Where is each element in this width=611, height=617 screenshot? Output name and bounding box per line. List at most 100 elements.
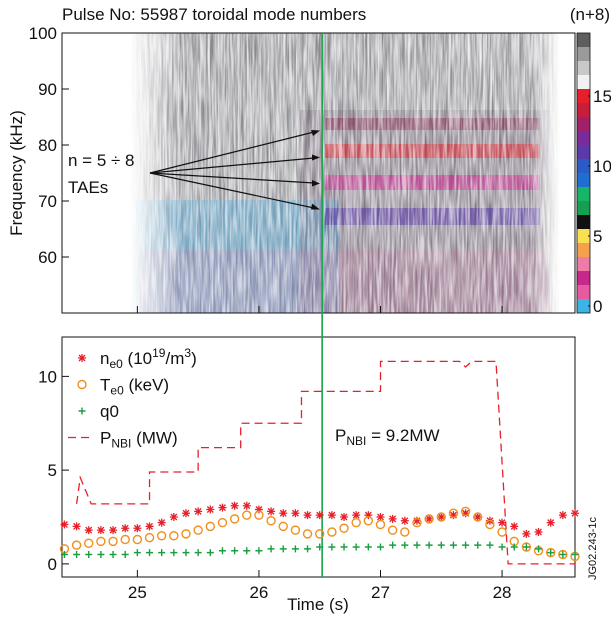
- y-tick-label: 10: [38, 367, 57, 386]
- colorbar-swatch: [577, 75, 590, 89]
- colorbar-swatch: [577, 243, 590, 257]
- data-point: [206, 505, 215, 514]
- colorbar-frame: [576, 32, 591, 314]
- data-point: [473, 512, 483, 522]
- data-point: [364, 543, 372, 551]
- colorbar-swatch: [577, 47, 590, 61]
- top-frame: [61, 32, 576, 314]
- y-tick-label: 90: [38, 80, 57, 99]
- x-tick-label: 25: [128, 583, 147, 602]
- data-point: [315, 529, 325, 539]
- side-label: JG02.243-1c: [587, 517, 599, 580]
- data-point: [194, 549, 202, 557]
- colorbar-swatch: [577, 201, 590, 215]
- data-point: [522, 529, 531, 538]
- data-point: [60, 551, 68, 558]
- data-point: [146, 549, 154, 557]
- spectrogram-image: [130, 33, 560, 313]
- y-tick-label: 60: [38, 248, 57, 267]
- text-part: 3: [184, 346, 191, 360]
- data-point: [279, 545, 287, 553]
- colorbar-tick-label: 0: [593, 297, 602, 316]
- text-part: 19: [152, 346, 166, 360]
- data-point: [535, 545, 543, 553]
- data-point: [558, 511, 567, 520]
- data-point: [193, 525, 203, 535]
- data-point: [266, 516, 276, 526]
- data-point: [388, 514, 397, 523]
- data-point: [96, 526, 105, 535]
- data-point: [327, 511, 336, 520]
- data-point: [510, 522, 519, 531]
- data-point: [364, 511, 373, 520]
- data-point: [352, 543, 360, 551]
- data-point: [169, 531, 179, 541]
- data-point: [461, 509, 470, 518]
- data-point: [316, 543, 324, 551]
- text-part: e0: [109, 357, 123, 371]
- data-point: [169, 513, 178, 521]
- data-point: [157, 518, 166, 527]
- data-point: [545, 547, 556, 558]
- data-point: [425, 514, 434, 523]
- data-point: [400, 516, 409, 525]
- data-point: [328, 543, 336, 551]
- y-tick-label: 70: [38, 192, 57, 211]
- data-point: [485, 519, 495, 530]
- data-point: [424, 514, 434, 524]
- data-point: [412, 517, 422, 528]
- data-point: [181, 529, 191, 539]
- colorbar-swatch: [577, 271, 590, 285]
- data-point: [218, 503, 227, 512]
- data-point: [351, 517, 361, 528]
- data-point: [497, 527, 507, 537]
- data-point: [97, 551, 105, 558]
- data-point: [229, 514, 240, 524]
- data-point: [255, 547, 263, 555]
- data-point: [534, 528, 543, 536]
- data-point: [474, 541, 482, 549]
- annotation: n = 5 ÷ 8 TAEs: [68, 130, 320, 210]
- data-point: [375, 519, 386, 530]
- data-point: [72, 522, 81, 531]
- data-point: [96, 536, 106, 547]
- data-point: [144, 532, 155, 543]
- data-point: [571, 509, 579, 518]
- data-point: [145, 522, 154, 531]
- data-point: [437, 541, 445, 549]
- text-part: e0: [110, 384, 124, 398]
- text-part: ): [191, 349, 197, 368]
- arrow: [149, 157, 315, 174]
- data-point: [205, 521, 216, 532]
- arrow: [149, 172, 315, 209]
- colorbar-swatch: [577, 117, 590, 131]
- text-part: (10: [123, 349, 152, 368]
- data-point: [473, 513, 482, 521]
- data-point: [340, 513, 349, 521]
- data-point: [109, 551, 117, 558]
- data-point: [559, 551, 567, 558]
- data-point: [243, 547, 251, 555]
- data-point: [278, 521, 288, 532]
- data-point: [558, 549, 568, 560]
- data-point: [436, 512, 446, 522]
- y-tick-label: 100: [29, 24, 57, 43]
- colorbar-swatch: [577, 257, 590, 271]
- data-point: [230, 501, 239, 510]
- text-part: (keV): [124, 376, 169, 395]
- text-part: T: [100, 376, 110, 395]
- bottom-frame: [61, 336, 576, 578]
- colorbar-swatch: [577, 145, 590, 159]
- colorbar-swatch: [577, 173, 590, 187]
- y-tick-label: 80: [38, 136, 57, 155]
- colorbar-swatch: [577, 299, 590, 313]
- data-point: [121, 551, 129, 558]
- data-point: [352, 511, 361, 520]
- y-axis-title: Frequency (kHz): [7, 110, 26, 236]
- data-point: [302, 529, 313, 539]
- data-point: [401, 541, 409, 549]
- data-point: [206, 549, 214, 557]
- data-point: [413, 541, 421, 549]
- data-point: [425, 541, 433, 549]
- data-point: [522, 543, 530, 551]
